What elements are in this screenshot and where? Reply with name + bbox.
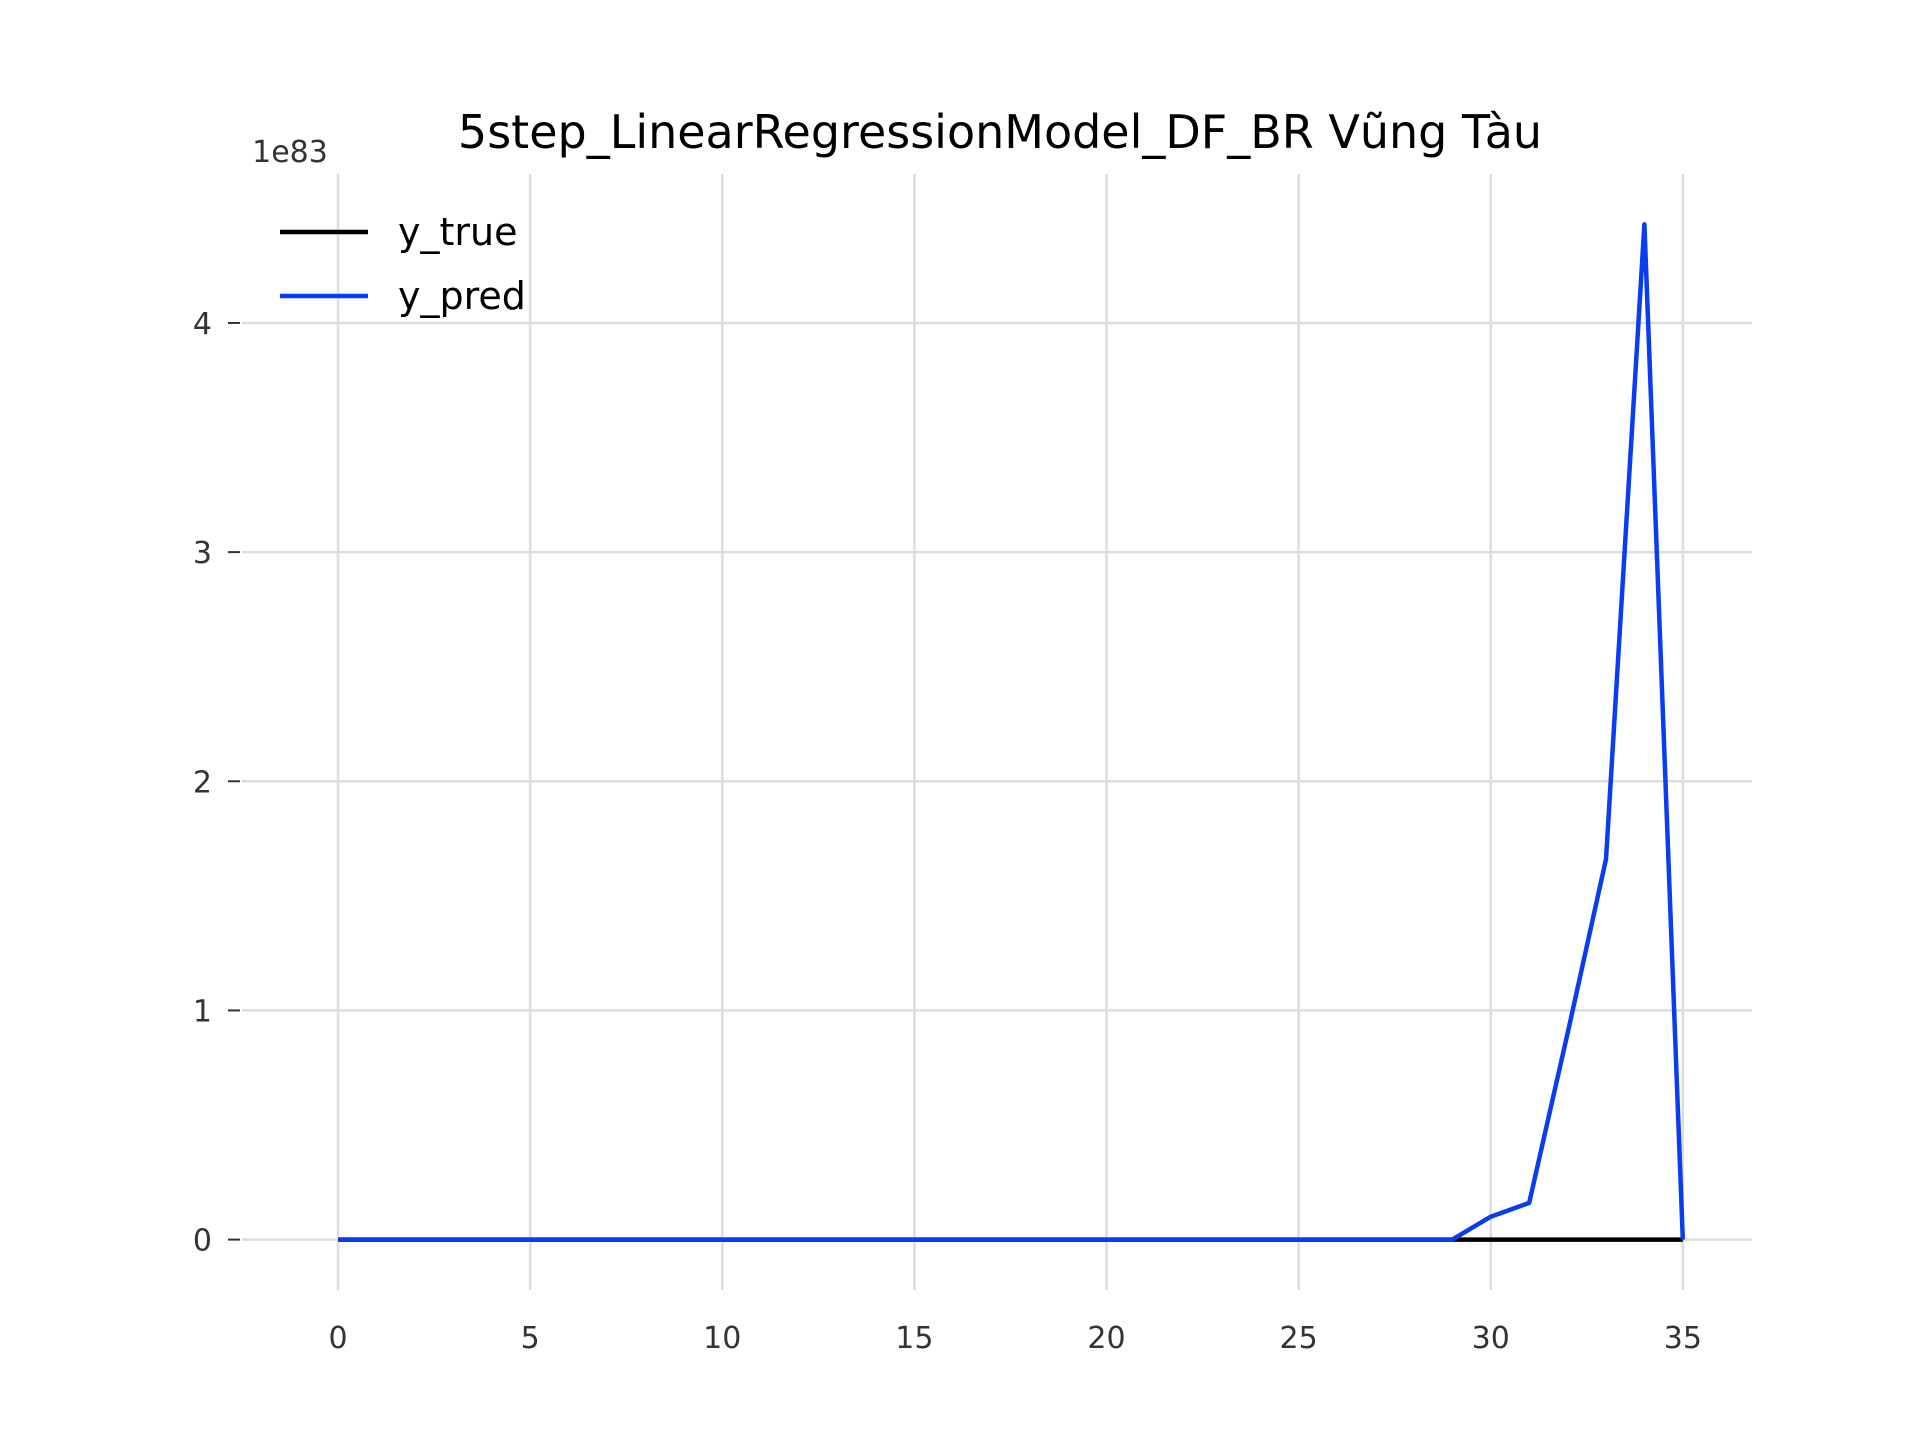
- x-tick-label: 5: [521, 1321, 540, 1356]
- x-tick-label: 25: [1280, 1321, 1318, 1356]
- axis-ticks: 0 5 10 15 20 25 30 35 0 1 2 3 4: [193, 307, 1702, 1356]
- y-axis-offset-label: 1e83: [252, 135, 328, 170]
- x-tick-label: 0: [329, 1321, 348, 1356]
- y-tick-label: 2: [193, 765, 212, 800]
- x-tick-label: 35: [1664, 1321, 1702, 1356]
- y-tick-label: 4: [193, 307, 212, 342]
- x-tick-label: 30: [1472, 1321, 1510, 1356]
- chart-title: 5step_LinearRegressionModel_DF_BR Vũng T…: [458, 105, 1542, 159]
- series-line-y-pred: [338, 222, 1686, 1242]
- y-tick-label: 1: [193, 994, 212, 1029]
- series-lines: [338, 222, 1686, 1242]
- y-tick-label: 3: [193, 536, 212, 571]
- legend-label-y-true: y_true: [398, 210, 517, 254]
- y-tick-label: 0: [193, 1224, 212, 1259]
- legend-label-y-pred: y_pred: [398, 274, 526, 318]
- grid: [242, 174, 1752, 1290]
- legend: y_true y_pred: [280, 210, 526, 318]
- x-tick-label: 15: [895, 1321, 933, 1356]
- x-tick-label: 10: [703, 1321, 741, 1356]
- x-tick-label: 20: [1087, 1321, 1125, 1356]
